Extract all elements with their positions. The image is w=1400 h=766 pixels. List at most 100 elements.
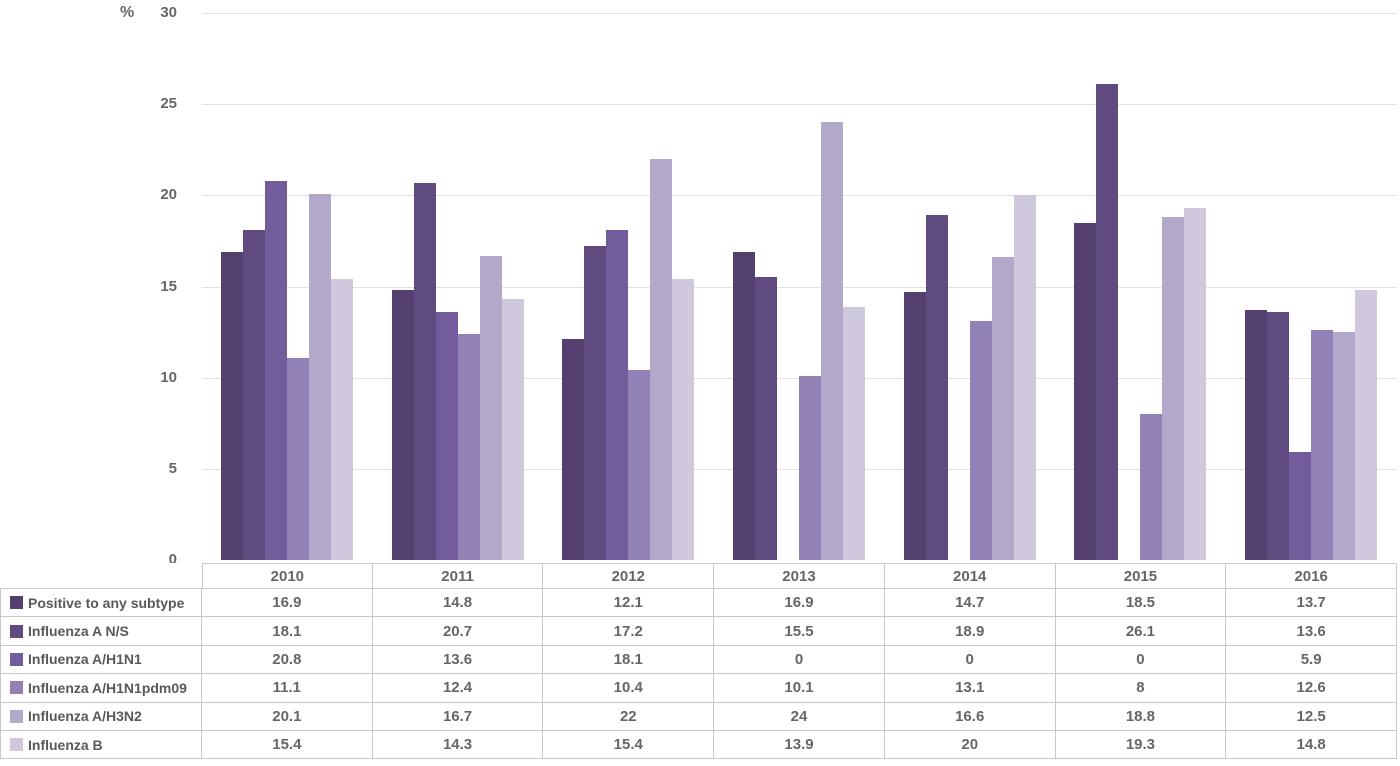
- y-axis-tick-label-25: 25: [160, 95, 177, 112]
- gridline-25: [202, 104, 1396, 105]
- bar-2014-series-0: [903, 291, 926, 560]
- bar-2014-series-3: [969, 321, 992, 560]
- bar-2016-series-1: [1266, 312, 1289, 560]
- legend-swatch-icon: [10, 652, 23, 666]
- table-year-header-2015: 2015: [1055, 563, 1227, 589]
- table-value-2011-series-1: 20.7: [372, 617, 544, 646]
- table-value-2016-series-1: 13.6: [1226, 617, 1397, 646]
- table-value-2010-series-4: 20.1: [202, 702, 373, 731]
- gridline-15: [202, 287, 1396, 288]
- table-value-2016-series-4: 12.5: [1226, 702, 1397, 731]
- table-value-2013-series-2: 0: [714, 645, 885, 675]
- table-corner-cell: [0, 563, 202, 589]
- legend-row-label-2: Influenza A/H1N1: [0, 645, 202, 675]
- legend-series-name: Influenza A/H3N2: [28, 708, 142, 725]
- table-value-2012-series-5: 15.4: [543, 730, 715, 760]
- bar-2010-series-1: [243, 229, 266, 560]
- legend-series-name: Influenza B: [28, 736, 103, 753]
- table-value-2010-series-0: 16.9: [202, 589, 373, 618]
- bar-2010-series-5: [331, 279, 354, 560]
- table-value-2015-series-2: 0: [1055, 645, 1227, 675]
- table-value-2013-series-4: 24: [714, 702, 885, 731]
- bar-2012-series-1: [584, 246, 607, 560]
- table-value-2014-series-5: 20: [884, 730, 1056, 760]
- bar-2013-series-3: [799, 375, 821, 560]
- y-axis-unit-label: %: [120, 4, 135, 21]
- bar-2013-series-1: [755, 277, 777, 560]
- bar-2016-series-5: [1354, 290, 1377, 560]
- table-value-2012-series-4: 22: [543, 702, 715, 731]
- bar-2011-series-1: [413, 182, 436, 560]
- legend-swatch-icon: [10, 738, 23, 752]
- bar-2012-series-3: [628, 370, 651, 560]
- bar-2015-series-1: [1096, 84, 1119, 560]
- bar-2012-series-4: [650, 158, 673, 560]
- gridline-30: [202, 13, 1396, 14]
- bar-2012-series-0: [562, 339, 585, 560]
- table-value-2013-series-1: 15.5: [714, 617, 885, 646]
- table-value-2015-series-1: 26.1: [1055, 617, 1227, 646]
- legend-row-label-0: Positive to any subtype: [0, 589, 202, 618]
- bar-2016-series-3: [1310, 330, 1333, 560]
- table-value-2014-series-3: 13.1: [884, 674, 1056, 703]
- table-value-2011-series-4: 16.7: [372, 702, 544, 731]
- legend-row-label-1: Influenza A N/S: [0, 617, 202, 646]
- table-value-2016-series-3: 12.6: [1226, 674, 1397, 703]
- table-value-2013-series-3: 10.1: [714, 674, 885, 703]
- y-axis-tick-label-30: 30: [160, 4, 177, 21]
- bar-2014-series-5: [1013, 195, 1036, 560]
- bar-2011-series-5: [501, 299, 524, 560]
- table-year-header-2016: 2016: [1226, 563, 1397, 589]
- table-value-2015-series-4: 18.8: [1055, 702, 1227, 731]
- bar-2013-series-0: [733, 251, 755, 560]
- bar-2016-series-2: [1288, 452, 1311, 560]
- table-value-2010-series-3: 11.1: [202, 674, 373, 703]
- legend-swatch-icon: [10, 709, 23, 723]
- bar-2016-series-4: [1332, 332, 1355, 560]
- bar-2011-series-3: [457, 333, 480, 560]
- bar-2011-series-4: [479, 255, 502, 560]
- bar-2013-series-4: [821, 122, 843, 560]
- gridline-20: [202, 195, 1396, 196]
- y-axis-tick-label-10: 10: [160, 369, 177, 386]
- data-table: 2010 2011 2012 2013 2014 2015 2016 Positive to …: [0, 563, 1397, 760]
- bar-2014-series-1: [925, 215, 948, 560]
- table-value-2014-series-1: 18.9: [884, 617, 1056, 646]
- table-value-2015-series-0: 18.5: [1055, 589, 1227, 618]
- legend-swatch-icon: [10, 596, 23, 610]
- bar-2011-series-2: [435, 312, 458, 560]
- legend-series-name: Influenza A/H1N1: [28, 651, 142, 668]
- table-value-2010-series-2: 20.8: [202, 645, 373, 675]
- table-value-2011-series-5: 14.3: [372, 730, 544, 760]
- bar-2016-series-0: [1244, 310, 1267, 560]
- table-year-header-2011: 2011: [372, 563, 544, 589]
- table-value-2016-series-2: 5.9: [1226, 645, 1397, 675]
- table-value-2014-series-0: 14.7: [884, 589, 1056, 618]
- y-axis-tick-label-5: 5: [168, 460, 177, 477]
- legend-series-name: Influenza A N/S: [28, 623, 129, 640]
- table-year-header-2012: 2012: [543, 563, 715, 589]
- table-value-2014-series-4: 16.6: [884, 702, 1056, 731]
- table-value-2012-series-3: 10.4: [543, 674, 715, 703]
- table-value-2013-series-0: 16.9: [714, 589, 885, 618]
- table-value-2012-series-0: 12.1: [543, 589, 715, 618]
- bar-2012-series-2: [606, 229, 629, 560]
- bar-2010-series-2: [265, 180, 288, 560]
- bar-2012-series-5: [672, 279, 695, 560]
- bar-2015-series-4: [1162, 217, 1185, 560]
- bar-2014-series-4: [991, 257, 1014, 560]
- legend-row-label-3: Influenza A/H1N1pdm09: [0, 674, 202, 703]
- bar-chart-plot: % 0 5 10 15 20 25 30: [120, 4, 1396, 568]
- table-value-2012-series-2: 18.1: [543, 645, 715, 675]
- legend-row-label-5: Influenza B: [0, 730, 202, 760]
- table-year-header-2010: 2010: [202, 563, 373, 589]
- bar-2015-series-3: [1140, 414, 1163, 560]
- table-value-2012-series-1: 17.2: [543, 617, 715, 646]
- table-value-2015-series-3: 8: [1055, 674, 1227, 703]
- bar-2010-series-0: [221, 251, 244, 560]
- bar-2015-series-0: [1074, 222, 1097, 560]
- legend-row-label-4: Influenza A/H3N2: [0, 702, 202, 731]
- table-value-2011-series-2: 13.6: [372, 645, 544, 675]
- bar-2011-series-0: [391, 290, 414, 560]
